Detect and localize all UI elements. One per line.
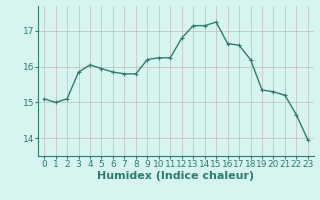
X-axis label: Humidex (Indice chaleur): Humidex (Indice chaleur) — [97, 171, 255, 181]
